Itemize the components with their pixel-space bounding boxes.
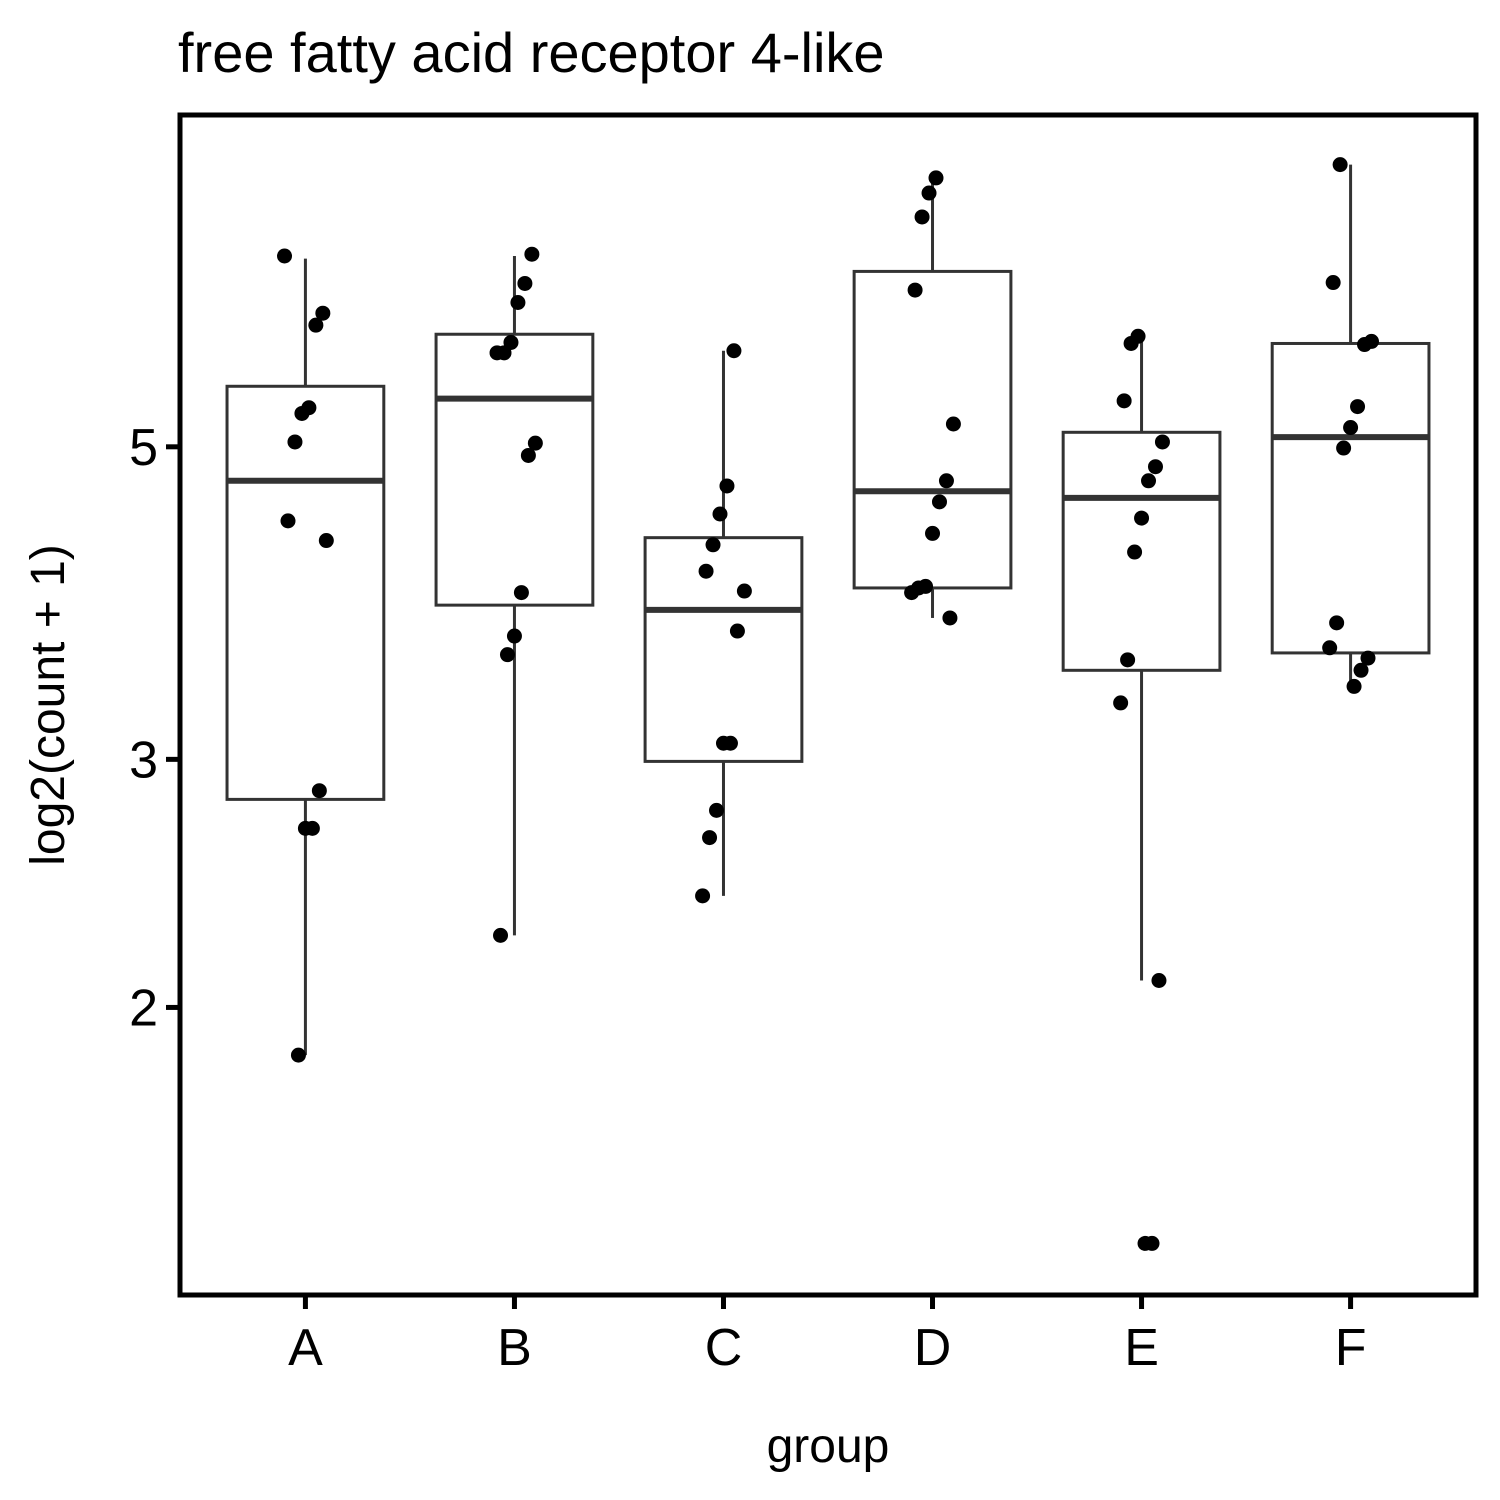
- x-tick-label: A: [288, 1319, 323, 1377]
- data-point: [513, 585, 529, 601]
- data-point: [1346, 678, 1362, 694]
- data-point: [712, 506, 728, 522]
- data-point: [719, 478, 735, 494]
- data-point: [1123, 335, 1139, 351]
- data-point: [1147, 459, 1163, 475]
- data-point: [294, 405, 310, 421]
- data-point: [506, 628, 522, 644]
- data-point: [1322, 640, 1338, 656]
- data-point: [928, 170, 944, 186]
- data-point: [280, 513, 296, 529]
- data-point: [318, 533, 334, 549]
- data-point: [499, 647, 515, 663]
- data-point: [517, 275, 533, 291]
- y-tick-label: 2: [129, 979, 158, 1037]
- data-point: [527, 435, 543, 451]
- data-point: [698, 563, 714, 579]
- data-point: [1127, 544, 1143, 560]
- data-point: [1116, 393, 1132, 409]
- data-point: [510, 295, 526, 311]
- data-point: [945, 416, 961, 432]
- data-point: [287, 434, 303, 450]
- data-point: [904, 585, 920, 601]
- data-point: [297, 820, 313, 836]
- plot-border: [177, 112, 1479, 1298]
- data-point: [1113, 695, 1129, 711]
- data-point: [520, 447, 536, 463]
- data-point: [311, 783, 327, 799]
- data-point: [729, 623, 745, 639]
- data-point: [1141, 473, 1157, 489]
- data-point: [702, 830, 718, 846]
- data-point: [290, 1047, 306, 1063]
- data-point: [1353, 662, 1369, 678]
- data-point: [715, 735, 731, 751]
- x-tick-label: E: [1124, 1319, 1159, 1377]
- x-tick-label: B: [497, 1319, 532, 1377]
- box: [434, 332, 595, 607]
- data-point: [315, 305, 331, 321]
- data-point: [925, 525, 941, 541]
- data-point: [1329, 615, 1345, 631]
- data-point: [695, 888, 711, 904]
- box: [643, 536, 804, 763]
- data-point: [277, 248, 293, 264]
- data-point: [907, 282, 923, 298]
- x-tick-label: F: [1335, 1319, 1367, 1377]
- data-point: [726, 343, 742, 359]
- data-point: [1360, 650, 1376, 666]
- data-point: [709, 802, 725, 818]
- data-point: [705, 537, 721, 553]
- data-point: [308, 317, 324, 333]
- x-tick-label: C: [705, 1319, 743, 1377]
- data-point: [1120, 652, 1136, 668]
- data-point: [1350, 399, 1366, 415]
- y-tick-label: 5: [129, 419, 158, 477]
- data-point: [736, 583, 752, 599]
- x-tick-label: D: [914, 1319, 952, 1377]
- data-point: [1151, 973, 1167, 989]
- y-axis-label: log2(count + 1): [22, 544, 75, 866]
- data-point: [921, 185, 937, 201]
- data-point: [493, 927, 509, 943]
- data-point: [1357, 337, 1373, 353]
- data-point: [1336, 440, 1352, 456]
- data-point: [938, 473, 954, 489]
- data-point: [1154, 434, 1170, 450]
- x-axis-label: group: [767, 1420, 890, 1473]
- data-point: [1325, 275, 1341, 291]
- data-point: [914, 209, 930, 225]
- data-point: [489, 345, 505, 361]
- data-point: [524, 246, 540, 262]
- data-point: [1134, 510, 1150, 526]
- box: [225, 384, 386, 801]
- data-point: [942, 610, 958, 626]
- chart-title: free fatty acid receptor 4-like: [178, 21, 885, 84]
- data-point: [931, 494, 947, 510]
- data-point: [1332, 157, 1348, 173]
- box: [1270, 341, 1431, 655]
- data-point: [1343, 420, 1359, 436]
- data-point: [1137, 1235, 1153, 1251]
- y-tick-label: 3: [129, 731, 158, 789]
